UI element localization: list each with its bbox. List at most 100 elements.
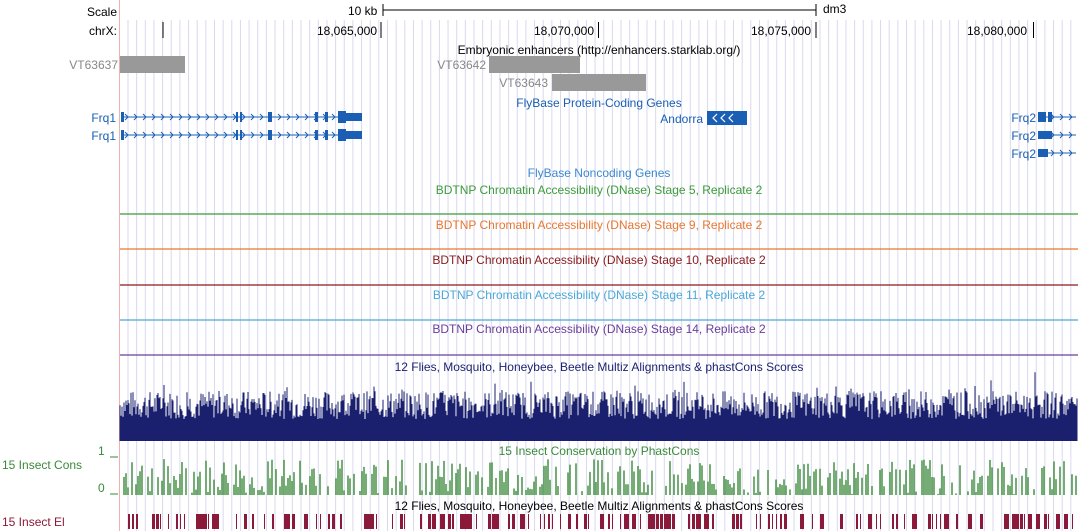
enhancer-label-vt63637[interactable]: VT63637 bbox=[69, 58, 118, 72]
gene-frq2-exon bbox=[1048, 112, 1052, 122]
gene-frq1-strand-arrow bbox=[277, 131, 282, 139]
conserved-element bbox=[1016, 514, 1019, 529]
conserved-element bbox=[1036, 514, 1040, 529]
conserved-element bbox=[1020, 514, 1023, 529]
gene-frq1-exon bbox=[236, 112, 238, 122]
gene-label-andorra[interactable]: Andorra bbox=[660, 112, 703, 126]
conserved-element bbox=[524, 514, 525, 529]
noncoding-genes-track-title[interactable]: FlyBase Noncoding Genes bbox=[527, 166, 671, 180]
conserved-element bbox=[508, 514, 510, 529]
conserved-element bbox=[452, 514, 454, 529]
elements-side-label[interactable]: 15 Insect El bbox=[2, 515, 65, 529]
conserved-element bbox=[212, 514, 216, 529]
gene-frq1-strand-arrow bbox=[286, 113, 291, 121]
conserved-element bbox=[264, 514, 265, 529]
gene-frq1-exon bbox=[121, 112, 124, 122]
conserved-element bbox=[160, 514, 161, 529]
enhancer-label-vt63643[interactable]: VT63643 bbox=[499, 76, 548, 90]
dnase-stage14-track-title[interactable]: BDTNP Chromatin Accessibility (DNase) St… bbox=[432, 322, 766, 336]
conserved-element bbox=[376, 514, 377, 529]
conserved-element bbox=[648, 514, 652, 529]
conserved-element bbox=[588, 514, 589, 529]
conserved-element bbox=[1008, 514, 1009, 529]
enhancer-box-vt63637 bbox=[120, 56, 185, 73]
gene-frq1-exon bbox=[325, 112, 328, 122]
conserved-element bbox=[428, 514, 431, 529]
gene-frq2-strand-arrow bbox=[1068, 113, 1073, 121]
gene-frq2-strand-arrow bbox=[1068, 131, 1073, 139]
conserved-element bbox=[1056, 514, 1060, 529]
dnase-stage11-track-title[interactable]: BDTNP Chromatin Accessibility (DNase) St… bbox=[432, 288, 766, 302]
gene-frq1-strand-arrow bbox=[169, 131, 174, 139]
gene-label-frq1[interactable]: Frq1 bbox=[91, 111, 116, 125]
gene-frq1-strand-arrow bbox=[295, 113, 300, 121]
dnase-stage5-track-title[interactable]: BDTNP Chromatin Accessibility (DNase) St… bbox=[435, 183, 763, 197]
conserved-element bbox=[632, 514, 636, 529]
conserved-element bbox=[704, 514, 708, 529]
conserved-element bbox=[800, 514, 804, 529]
gene-frq1-strand-arrow bbox=[178, 113, 183, 121]
gene-frq1-strand-arrow bbox=[241, 131, 246, 139]
conserved-element bbox=[860, 514, 861, 529]
elements-track-title[interactable]: 12 Flies, Mosquito, Honeybee, Beetle Mul… bbox=[394, 499, 804, 513]
gene-frq2-strand-arrow bbox=[1059, 131, 1064, 139]
conserved-element bbox=[180, 514, 181, 529]
conserved-element bbox=[740, 514, 742, 529]
gene-frq2-strand-arrow bbox=[1050, 149, 1055, 157]
phastcons-side-label[interactable]: 15 Insect Cons bbox=[2, 458, 83, 472]
gene-frq1-exon bbox=[325, 130, 328, 140]
conserved-element bbox=[896, 514, 898, 529]
gene-frq1-exon bbox=[240, 112, 242, 122]
coding-genes-track-title[interactable]: FlyBase Protein-Coding Genes bbox=[516, 96, 682, 110]
gene-label-frq1[interactable]: Frq1 bbox=[91, 129, 116, 143]
dnase-stage10-track-title[interactable]: BDTNP Chromatin Accessibility (DNase) St… bbox=[432, 253, 766, 267]
conserved-element bbox=[780, 514, 782, 529]
gene-frq1-strand-arrow bbox=[277, 113, 282, 121]
conserved-element bbox=[328, 514, 330, 529]
conserved-element bbox=[660, 514, 663, 529]
conserved-element bbox=[340, 514, 342, 529]
enhancer-box-vt63642 bbox=[489, 56, 580, 73]
conserved-element bbox=[668, 514, 671, 529]
gene-frq1-strand-arrow bbox=[187, 131, 192, 139]
gene-label-frq2[interactable]: Frq2 bbox=[1011, 129, 1036, 143]
conserved-element bbox=[168, 514, 169, 529]
multiz-track-title[interactable]: 12 Flies, Mosquito, Honeybee, Beetle Mul… bbox=[394, 360, 804, 374]
conserved-element bbox=[196, 514, 200, 529]
conserved-element bbox=[404, 514, 405, 529]
conserved-element bbox=[784, 514, 787, 529]
gene-label-frq2[interactable]: Frq2 bbox=[1011, 111, 1036, 125]
conserved-element bbox=[600, 514, 604, 529]
conserved-element bbox=[956, 514, 958, 529]
gene-andorra-strand-arrow bbox=[728, 113, 734, 123]
conserved-element bbox=[1004, 514, 1008, 529]
gene-frq1-strand-arrow bbox=[160, 113, 165, 121]
conserved-element bbox=[892, 514, 894, 529]
conserved-element bbox=[1048, 514, 1049, 529]
conserved-element bbox=[440, 514, 444, 529]
conserved-element bbox=[932, 514, 933, 529]
enhancer-label-vt63642[interactable]: VT63642 bbox=[437, 58, 486, 72]
conserved-element bbox=[640, 514, 641, 529]
conserved-element bbox=[132, 514, 134, 529]
conserved-element bbox=[876, 514, 877, 529]
phastcons-axis-bottom: 0 bbox=[98, 481, 105, 495]
enhancers-track-title[interactable]: Embryonic enhancers (http://enhancers.st… bbox=[457, 43, 741, 57]
conserved-element bbox=[760, 514, 761, 529]
conserved-element bbox=[528, 514, 529, 529]
phastcons-track-title[interactable]: 15 Insect Conservation by PhastCons bbox=[498, 444, 700, 458]
gene-frq1-strand-arrow bbox=[304, 131, 309, 139]
gene-label-frq2[interactable]: Frq2 bbox=[1011, 147, 1036, 161]
conserved-element bbox=[204, 514, 207, 529]
gene-frq1-strand-arrow bbox=[169, 113, 174, 121]
dnase-stage9-track-title[interactable]: BDTNP Chromatin Accessibility (DNase) St… bbox=[435, 218, 763, 232]
gene-frq1-exon bbox=[346, 113, 362, 121]
ruler-tick-label: 18,065,000 bbox=[316, 24, 378, 38]
conserved-element bbox=[176, 514, 178, 529]
gene-frq1-strand-arrow bbox=[142, 131, 147, 139]
conserved-element bbox=[1064, 514, 1068, 529]
gene-frq2-strand-arrow bbox=[1059, 113, 1064, 121]
gene-frq1-exon bbox=[315, 130, 318, 140]
